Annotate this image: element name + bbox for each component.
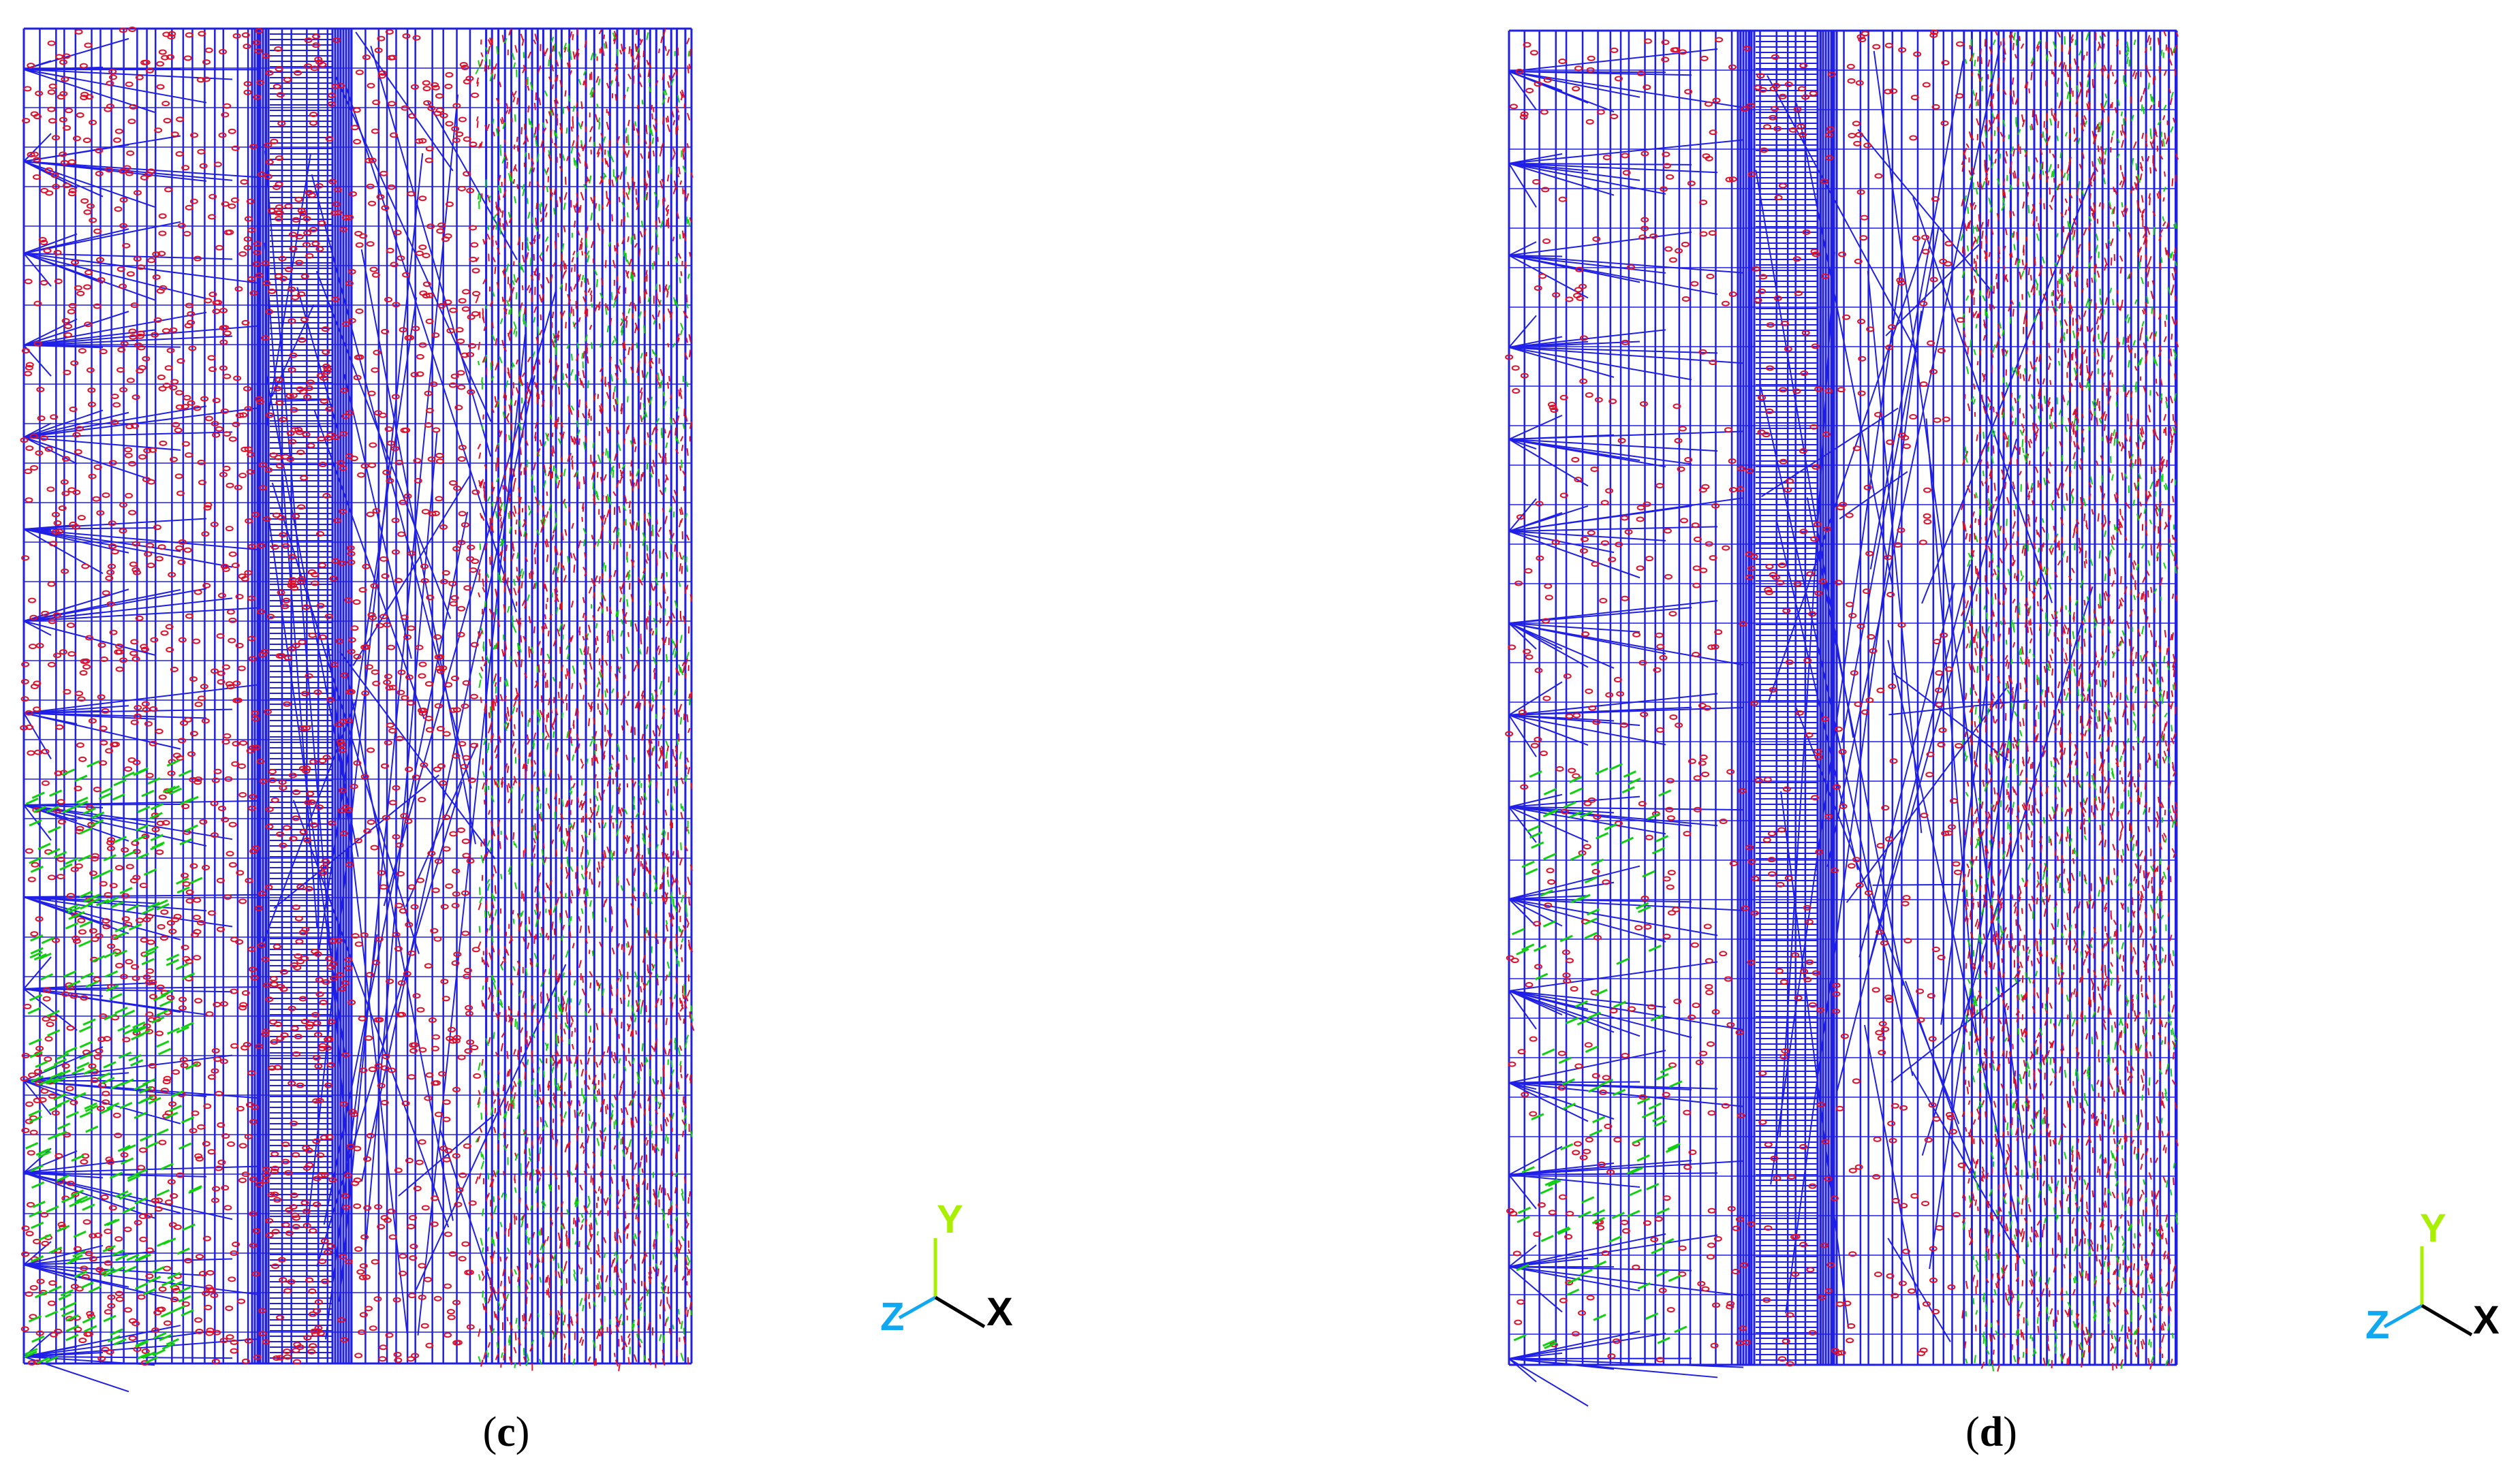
coordinate-triad-d: [2383, 1246, 2473, 1337]
fe-mesh-panel-c: [20, 26, 695, 1393]
caption-c: (c): [482, 1409, 530, 1455]
fe-mesh-panel-d: [1505, 29, 2179, 1407]
axis-y-label-c: Y: [937, 1197, 963, 1242]
axis-x-label-d: X: [2473, 1298, 2500, 1342]
coordinate-triad-c: [898, 1238, 986, 1329]
axis-z-label-c: Z: [880, 1295, 905, 1339]
axis-y-label-d: Y: [2420, 1206, 2446, 1250]
axis-z-label-d: Z: [2365, 1303, 2390, 1347]
caption-d: (d): [1965, 1409, 2017, 1455]
axis-x-label-c: X: [986, 1290, 1013, 1334]
